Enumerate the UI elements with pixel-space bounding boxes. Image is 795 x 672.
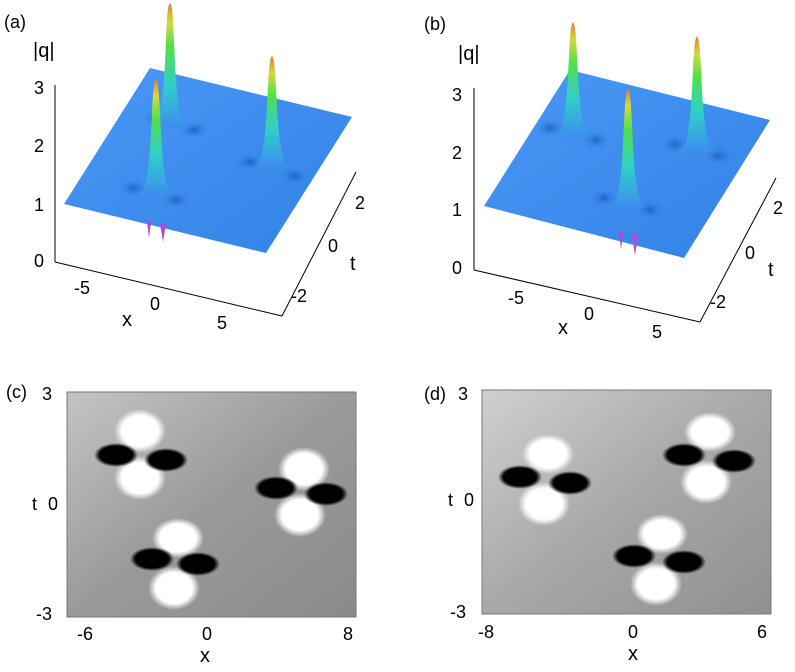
x-tick: 8 (343, 624, 353, 644)
surface-dip (534, 118, 566, 138)
z-tick: 2 (34, 136, 44, 156)
soliton-peak (610, 88, 646, 208)
soliton-peak (138, 78, 174, 196)
y-tick: -3 (450, 602, 466, 622)
y-axis-label: t (32, 494, 37, 514)
x-tick: 0 (628, 622, 638, 642)
surface-plane (64, 68, 352, 253)
surface-dip (580, 130, 612, 150)
panel-d: (d) 3 0 -3 t -8 0 6 x (424, 384, 772, 665)
t-axis-line (699, 177, 777, 323)
t-axis-line (281, 171, 357, 317)
panel-c: (c) 3 0 -3 t -6 0 8 x (6, 382, 357, 667)
soliton-peak (150, 3, 190, 128)
x-tick: -5 (74, 278, 90, 298)
surface-dip (178, 120, 210, 140)
z-tick: 3 (34, 78, 44, 98)
z-tick: 0 (34, 251, 44, 271)
x-tick: 0 (202, 624, 212, 644)
x-tick: 6 (757, 622, 767, 642)
x-tick: 5 (217, 313, 227, 333)
z-tick: 2 (452, 143, 462, 163)
y-tick: 3 (458, 384, 468, 404)
x-axis-label: x (558, 317, 568, 339)
panel-b: (b) |q| 0 1 2 3 -5 0 5 x 2 0 -2 t (424, 14, 783, 342)
surface-dip (588, 188, 620, 208)
t-tick: 0 (745, 243, 755, 263)
soliton-peak (555, 22, 591, 138)
trough (160, 224, 166, 242)
z-tick: 1 (34, 195, 44, 215)
x-tick: 0 (584, 304, 594, 324)
y-tick: 3 (42, 384, 52, 404)
panel-label: (b) (424, 14, 446, 34)
x-axis-line (54, 261, 283, 317)
x-tick: -6 (77, 624, 93, 644)
x-axis-line (473, 269, 701, 323)
x-axis-label: x (122, 309, 132, 331)
panel-a: (a) |q| 0 1 2 3 -5 0 5 x 2 0 -2 t (4, 3, 365, 333)
z-tick: 0 (452, 258, 462, 278)
t-tick: -2 (710, 292, 726, 312)
x-tick: -8 (478, 622, 494, 642)
panel-label: (c) (6, 382, 27, 402)
x-axis-label: x (628, 643, 638, 665)
y-axis-label: t (448, 490, 453, 510)
t-tick: 2 (355, 193, 365, 213)
x-tick: -5 (508, 288, 524, 308)
soliton-peak (679, 36, 715, 152)
x-tick: 0 (150, 294, 160, 314)
density-map (482, 390, 771, 614)
panel-label: (a) (4, 12, 26, 32)
soliton-peak (254, 56, 290, 168)
surface-dip (279, 166, 311, 186)
x-axis-label: x (200, 645, 210, 667)
trough (147, 222, 151, 238)
z-axis-label: |q| (33, 40, 55, 62)
trough (619, 232, 623, 250)
trough (632, 234, 638, 256)
plot-frame (481, 389, 772, 615)
surface-dip (117, 178, 149, 198)
y-tick: 0 (464, 490, 474, 510)
t-tick: -2 (291, 286, 307, 306)
x-tick: 5 (652, 322, 662, 342)
y-tick: 0 (48, 494, 58, 514)
t-tick: 0 (328, 236, 338, 256)
t-axis-label: t (350, 253, 356, 275)
t-tick: 2 (773, 198, 783, 218)
plot-frame (66, 391, 357, 618)
z-axis-label: |q| (458, 43, 480, 65)
z-tick: 1 (452, 200, 462, 220)
z-tick: 3 (452, 85, 462, 105)
t-axis-label: t (768, 259, 774, 281)
panel-label: (d) (424, 384, 446, 404)
density-map (67, 392, 356, 617)
y-tick: -3 (36, 604, 52, 624)
